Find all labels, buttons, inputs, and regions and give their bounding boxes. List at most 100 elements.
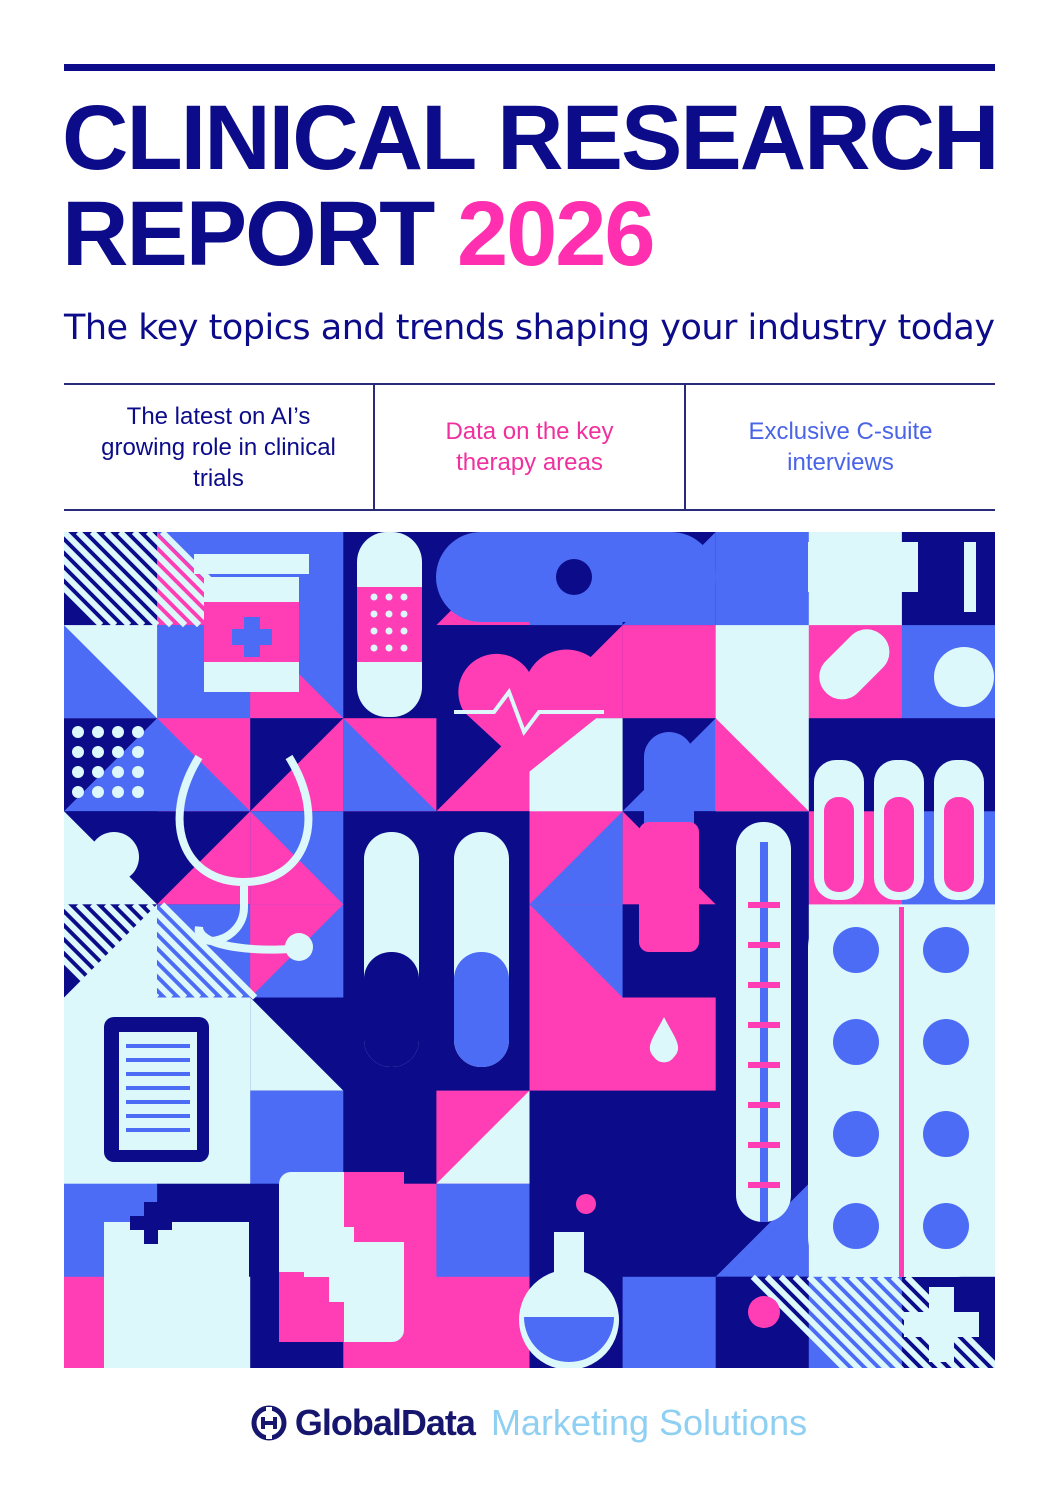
test-tube-icon [364,952,419,1067]
dot [132,726,144,738]
stripe [820,1274,919,1368]
test-tube-icon [884,797,914,892]
stripe [131,902,230,1000]
line [126,1086,190,1090]
brand-tagline: Marketing Solutions [490,1402,808,1443]
tick [748,982,780,988]
dot [370,644,378,652]
stripe [750,1274,849,1368]
feature-strip: The latest on AI’s growing role in clini… [64,383,995,511]
tile [622,1276,717,1368]
medical-cross-icon [904,1287,979,1362]
dot [556,559,592,595]
brand-name: GlobalData [294,1402,476,1443]
feature-therapy-data: Data on the key therapy areas [373,385,684,509]
dot [92,786,104,798]
dot [92,766,104,778]
tick [748,902,780,908]
stripe [64,583,104,628]
stripe [64,555,132,628]
stripe [103,902,202,1000]
triangle-tile [436,1090,530,1184]
dot [132,746,144,758]
triangle-tile [250,997,344,1091]
stripe [64,914,146,1000]
stripe [64,902,160,1000]
tick [748,1182,780,1188]
pill-icon [923,1019,969,1065]
dot [400,610,408,618]
top-rule [64,64,995,71]
pill-icon [833,1019,879,1065]
dot [400,644,408,652]
stripe [117,902,216,1000]
stripe [159,902,258,1000]
dot [400,593,408,601]
syringe-icon [808,542,918,592]
blister-pack-icon [899,907,904,1277]
syringe-icon [964,542,976,612]
stripe [145,902,244,1000]
tile [715,532,810,626]
line [126,1044,190,1048]
medical-cross-icon [232,617,272,657]
dot [370,610,378,618]
stripe [64,532,160,628]
dot [385,644,393,652]
stripe [75,532,174,628]
dot [92,746,104,758]
pill-icon [734,647,794,707]
medical-illustration [64,532,995,1368]
dot [748,1296,780,1328]
title-year: 2026 [456,183,656,285]
title-line-2: REPORT [62,183,435,285]
blood-drop-icon [649,1017,679,1063]
stripe [834,1274,933,1368]
tile [529,1090,624,1185]
test-tube-icon [824,797,854,892]
stripe [64,942,118,1000]
line [126,1114,190,1118]
tile [622,625,717,719]
tick [748,1142,780,1148]
dot [72,766,84,778]
tick [748,1022,780,1028]
capsule-icon [819,629,890,700]
flask-icon [524,1317,614,1362]
stripe [64,541,146,628]
tick [748,942,780,948]
pill-icon [923,927,969,973]
heartbeat-line [454,687,604,737]
subtitle: The key topics and trends shaping your i… [64,308,995,348]
pill-icon [934,647,994,707]
tile [622,1090,717,1185]
dropper-icon [639,822,699,952]
feature-ai: The latest on AI’s growing role in clini… [101,402,336,492]
dot [370,593,378,601]
tile [436,1276,530,1368]
stripe [778,1274,877,1368]
dot [72,786,84,798]
dot [112,766,124,778]
dot [385,627,393,635]
stripe [89,532,188,628]
tick [748,1062,780,1068]
feature-interviews: Exclusive C-suite interviews [684,385,995,509]
dot [72,746,84,758]
tile [343,1090,437,1185]
medical-cross-icon [130,1202,172,1244]
dot [112,746,124,758]
line [126,1128,190,1132]
stripe [64,928,132,1000]
dot [385,593,393,601]
pill-icon [89,832,139,882]
dot [112,726,124,738]
triangle-tile [529,904,623,998]
tile [436,1183,530,1278]
line [126,1058,190,1062]
stripe [89,902,188,1000]
globaldata-logo-icon [251,1405,287,1441]
pill-icon [923,1111,969,1157]
stethoscope-icon [285,933,313,961]
thermometer-icon [760,842,768,1222]
